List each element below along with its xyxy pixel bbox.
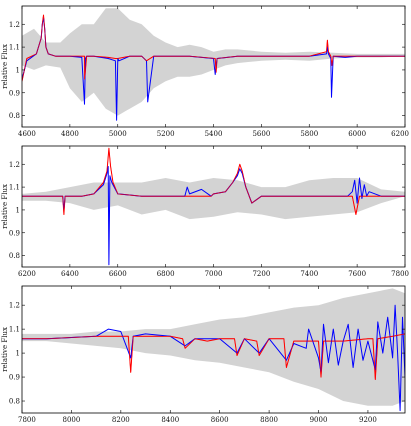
x-tick-label: 8400 xyxy=(161,416,179,424)
x-tick-label: 7800 xyxy=(18,416,36,424)
y-tick-label: 0.8 xyxy=(9,112,20,120)
y-tick-label: 1.1 xyxy=(9,44,20,52)
plot-area xyxy=(22,8,405,121)
y-tick-label: 1 xyxy=(16,206,20,214)
x-tick-label: 4800 xyxy=(61,130,79,138)
panel-1: 4600 4800 5000 5200 5400 5600 5800 6000 6200 0.8 0… xyxy=(1,5,409,138)
y-tick-label: 0.9 xyxy=(9,89,20,97)
plot-area xyxy=(22,288,405,412)
x-tick-label: 8200 xyxy=(112,416,130,424)
x-tick-label: 6200 xyxy=(391,130,409,138)
x-tick-label: 8000 xyxy=(63,416,81,424)
y-tick-label: 1.2 xyxy=(9,161,20,169)
model-spectrum-overlay xyxy=(22,333,405,380)
x-tick-label: 9000 xyxy=(310,416,328,424)
x-tick-label: 5200 xyxy=(157,130,175,138)
x-tick-label: 6000 xyxy=(348,130,366,138)
x-tick-label: 8600 xyxy=(211,416,229,424)
axes-frame xyxy=(21,285,406,414)
plot-area xyxy=(22,147,405,266)
x-tick-label: 4600 xyxy=(18,130,36,138)
y-tick-label: 1.2 xyxy=(9,302,20,310)
uncertainty-band xyxy=(22,288,405,406)
x-tick-label: 7200 xyxy=(252,270,270,278)
x-tick-label: 6600 xyxy=(109,270,127,278)
y-tick-label: 1.1 xyxy=(9,184,20,192)
panel-3: 7800 8000 8200 8400 8600 8800 9000 9200 0.8 0.9 1 1… xyxy=(1,285,406,424)
y-axis-label: relative Flux xyxy=(1,44,9,89)
x-tick-label: 5400 xyxy=(205,130,223,138)
model-spectrum-overlay xyxy=(22,14,405,82)
x-tick-label: 6200 xyxy=(18,270,36,278)
panel-2: 6200 6400 6600 6800 7000 7200 7400 7600 7800 0.8 0… xyxy=(1,145,409,278)
y-tick-label: 1.2 xyxy=(9,21,20,29)
y-axis-label: relative Flux xyxy=(1,184,9,229)
y-tick-label: 0.8 xyxy=(9,398,20,406)
x-tick-label: 7000 xyxy=(205,270,223,278)
y-tick-label: 0.9 xyxy=(9,374,20,382)
x-tick-label: 9200 xyxy=(359,416,377,424)
x-tick-label: 5600 xyxy=(252,130,270,138)
x-tick-label: 8800 xyxy=(260,416,278,424)
y-tick-label: 0.9 xyxy=(9,229,20,237)
y-tick-label: 1 xyxy=(16,66,20,74)
x-tick-label: 7600 xyxy=(348,270,366,278)
x-tick-label: 6400 xyxy=(61,270,79,278)
model-spectrum-overlay xyxy=(22,148,405,215)
y-axis-label: relative Flux xyxy=(1,327,9,372)
uncertainty-band xyxy=(22,178,405,220)
x-tick-label: 6800 xyxy=(157,270,175,278)
x-tick-label: 5000 xyxy=(109,130,127,138)
x-tick-label: 7800 xyxy=(391,270,409,278)
x-tick-label: 5800 xyxy=(300,130,318,138)
y-tick-label: 1.1 xyxy=(9,326,20,334)
x-tick-label: 7400 xyxy=(300,270,318,278)
y-tick-label: 0.8 xyxy=(9,252,20,260)
y-tick-label: 1 xyxy=(16,350,20,358)
